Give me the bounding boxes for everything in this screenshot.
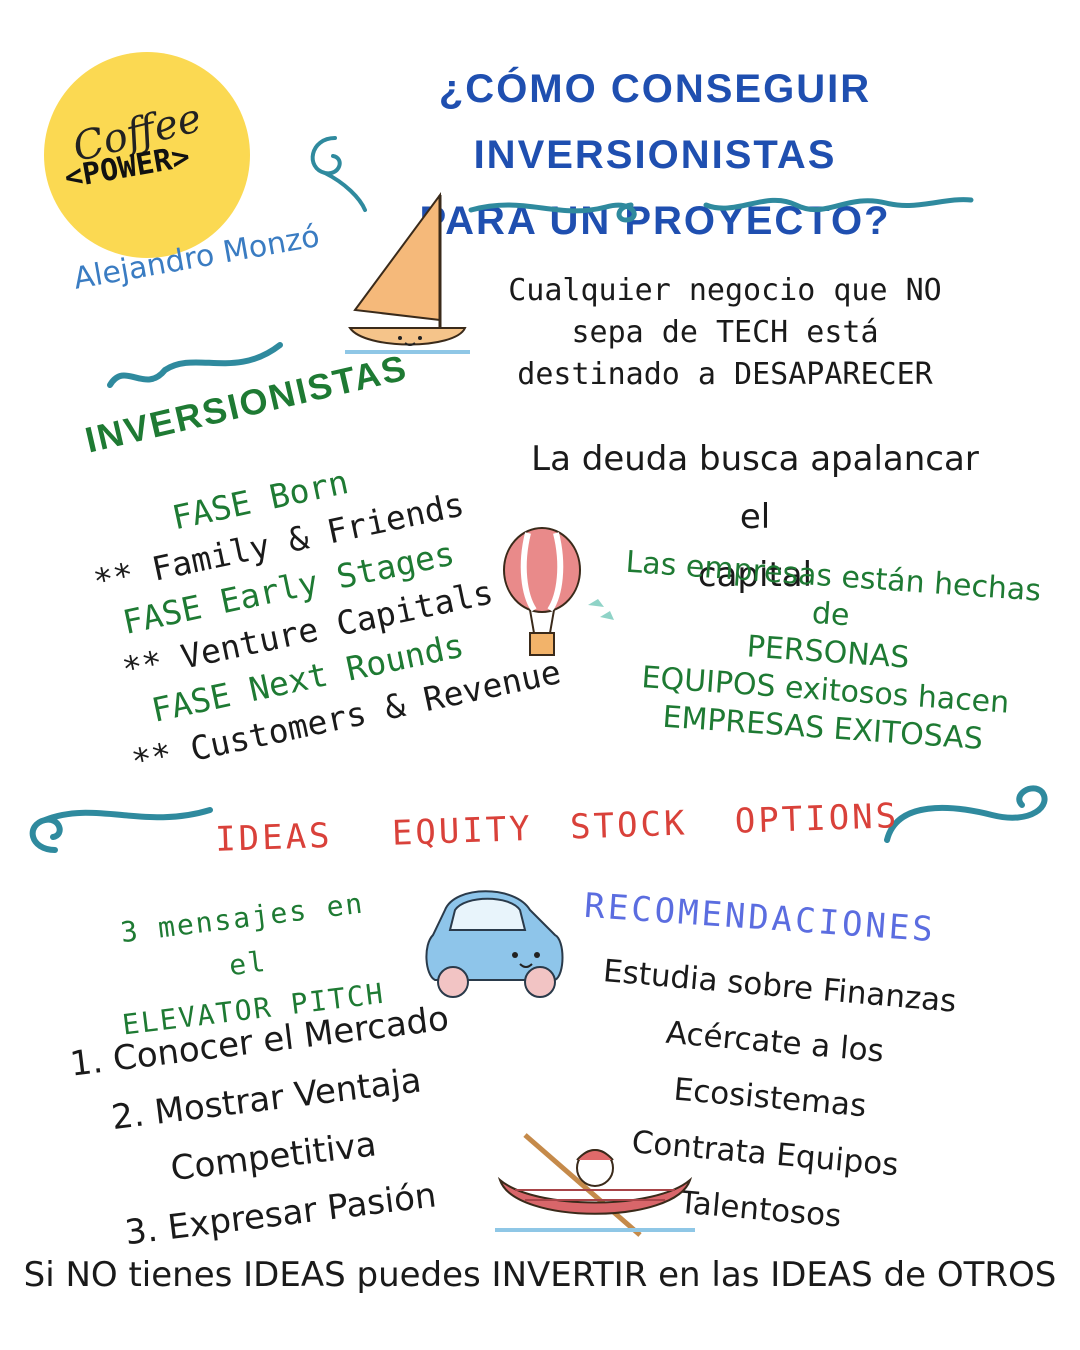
- swirl-decoration-icon: [884, 785, 1048, 843]
- recommendations-heading: RECOMENDACIONES: [583, 885, 938, 951]
- logo-circle: [44, 52, 250, 258]
- swirl-decoration-icon: [310, 136, 367, 212]
- sailboat-illustration-icon: [345, 191, 470, 354]
- pitch-steps-list: 1. Conocer el Mercado 2. Mostrar Ventaja…: [8, 982, 533, 1273]
- title-line-1: ¿CÓMO CONSEGUIR INVERSIONISTAS: [438, 67, 872, 177]
- page-title: ¿CÓMO CONSEGUIR INVERSIONISTAS PARA UN P…: [260, 56, 1050, 254]
- debt-line-2: capital: [697, 555, 813, 595]
- banner-word-equity: EQUITY: [391, 808, 534, 854]
- banner-word-stock: STOCK: [569, 803, 689, 848]
- swirl-decoration-icon: [468, 197, 974, 223]
- tech-line-2: sepa de TECH está: [571, 315, 879, 350]
- ideas-banner: IDEAS EQUITY STOCK OPTIONS: [215, 796, 900, 860]
- tech-line-1: Cualquier negocio que NO: [508, 273, 942, 308]
- car-illustration-icon: [425, 890, 564, 998]
- canoe-illustration-icon: [495, 1133, 695, 1237]
- banner-word-ideas: IDEAS: [214, 815, 334, 860]
- hot-air-balloon-illustration-icon: [503, 527, 614, 656]
- debt-statement: La deuda busca apalancar el capital: [520, 430, 990, 604]
- debt-line-1: La deuda busca apalancar el: [531, 439, 979, 537]
- swirl-decoration-icon: [107, 342, 283, 388]
- tech-statement: Cualquier negocio que NO sepa de TECH es…: [460, 270, 990, 396]
- companies-statement: Las empresas están hechas de PERSONAS EQ…: [592, 542, 1064, 764]
- tech-line-3: destinado a DESAPARECER: [517, 357, 933, 392]
- banner-word-options: OPTIONS: [734, 796, 900, 842]
- footer-statement: Si NO tienes IDEAS puedes INVERTIR en la…: [23, 1255, 1057, 1295]
- swirl-decoration-icon: [29, 807, 213, 853]
